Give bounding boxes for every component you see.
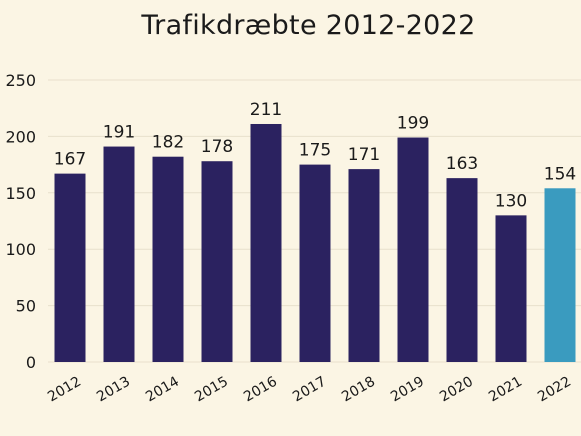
y-axis-tick-labels: 0 50 100 150 200 250 xyxy=(5,71,36,372)
y-tick-label: 0 xyxy=(26,353,36,372)
y-tick-label: 50 xyxy=(16,297,36,316)
y-tick-label: 100 xyxy=(5,240,36,259)
data-labels: 167 191 182 178 211 175 171 199 163 130 154 xyxy=(54,100,576,211)
bar-2012 xyxy=(54,173,86,362)
x-tick-label-2022: 2022 xyxy=(535,374,574,406)
x-tick-label-2018: 2018 xyxy=(339,374,378,406)
x-tick-label-2014: 2014 xyxy=(143,374,182,406)
data-label-2012: 167 xyxy=(54,150,86,170)
bar-2014 xyxy=(152,156,184,362)
data-label-2014: 182 xyxy=(152,133,184,153)
x-tick-label-2016: 2016 xyxy=(241,374,280,406)
bar-2020 xyxy=(446,178,478,362)
bar-2018 xyxy=(348,169,380,362)
x-tick-label-2021: 2021 xyxy=(486,374,525,406)
bar-2019 xyxy=(397,137,429,362)
bar-2022 xyxy=(544,188,576,362)
y-tick-label: 250 xyxy=(5,71,36,90)
x-tick-label-2015: 2015 xyxy=(192,374,231,406)
bar-2015 xyxy=(201,161,233,362)
chart-title: Trafikdræbte 2012-2022 xyxy=(141,10,476,41)
y-tick-label: 200 xyxy=(5,127,36,146)
bar-2017 xyxy=(299,164,331,362)
data-label-2017: 175 xyxy=(299,141,331,161)
x-tick-label-2013: 2013 xyxy=(94,374,133,406)
data-label-2020: 163 xyxy=(446,154,478,174)
x-tick-label-2017: 2017 xyxy=(290,374,329,406)
bar-2013 xyxy=(103,146,135,362)
bars xyxy=(54,123,576,362)
bar-2021 xyxy=(495,215,527,362)
x-axis-tick-labels: 2012 2013 2014 2015 2016 2017 2018 2019 2020 2021… xyxy=(45,374,574,406)
data-label-2022: 154 xyxy=(544,164,576,184)
data-label-2021: 130 xyxy=(495,191,527,211)
y-tick-label: 150 xyxy=(5,184,36,203)
x-tick-label-2012: 2012 xyxy=(45,374,84,406)
data-label-2013: 191 xyxy=(103,123,135,143)
data-label-2016: 211 xyxy=(250,100,282,120)
x-tick-label-2019: 2019 xyxy=(388,374,427,406)
data-label-2018: 171 xyxy=(348,145,380,165)
data-label-2015: 178 xyxy=(201,137,233,157)
x-tick-label-2020: 2020 xyxy=(437,374,476,406)
data-label-2019: 199 xyxy=(397,114,429,134)
bar-2016 xyxy=(250,123,282,362)
